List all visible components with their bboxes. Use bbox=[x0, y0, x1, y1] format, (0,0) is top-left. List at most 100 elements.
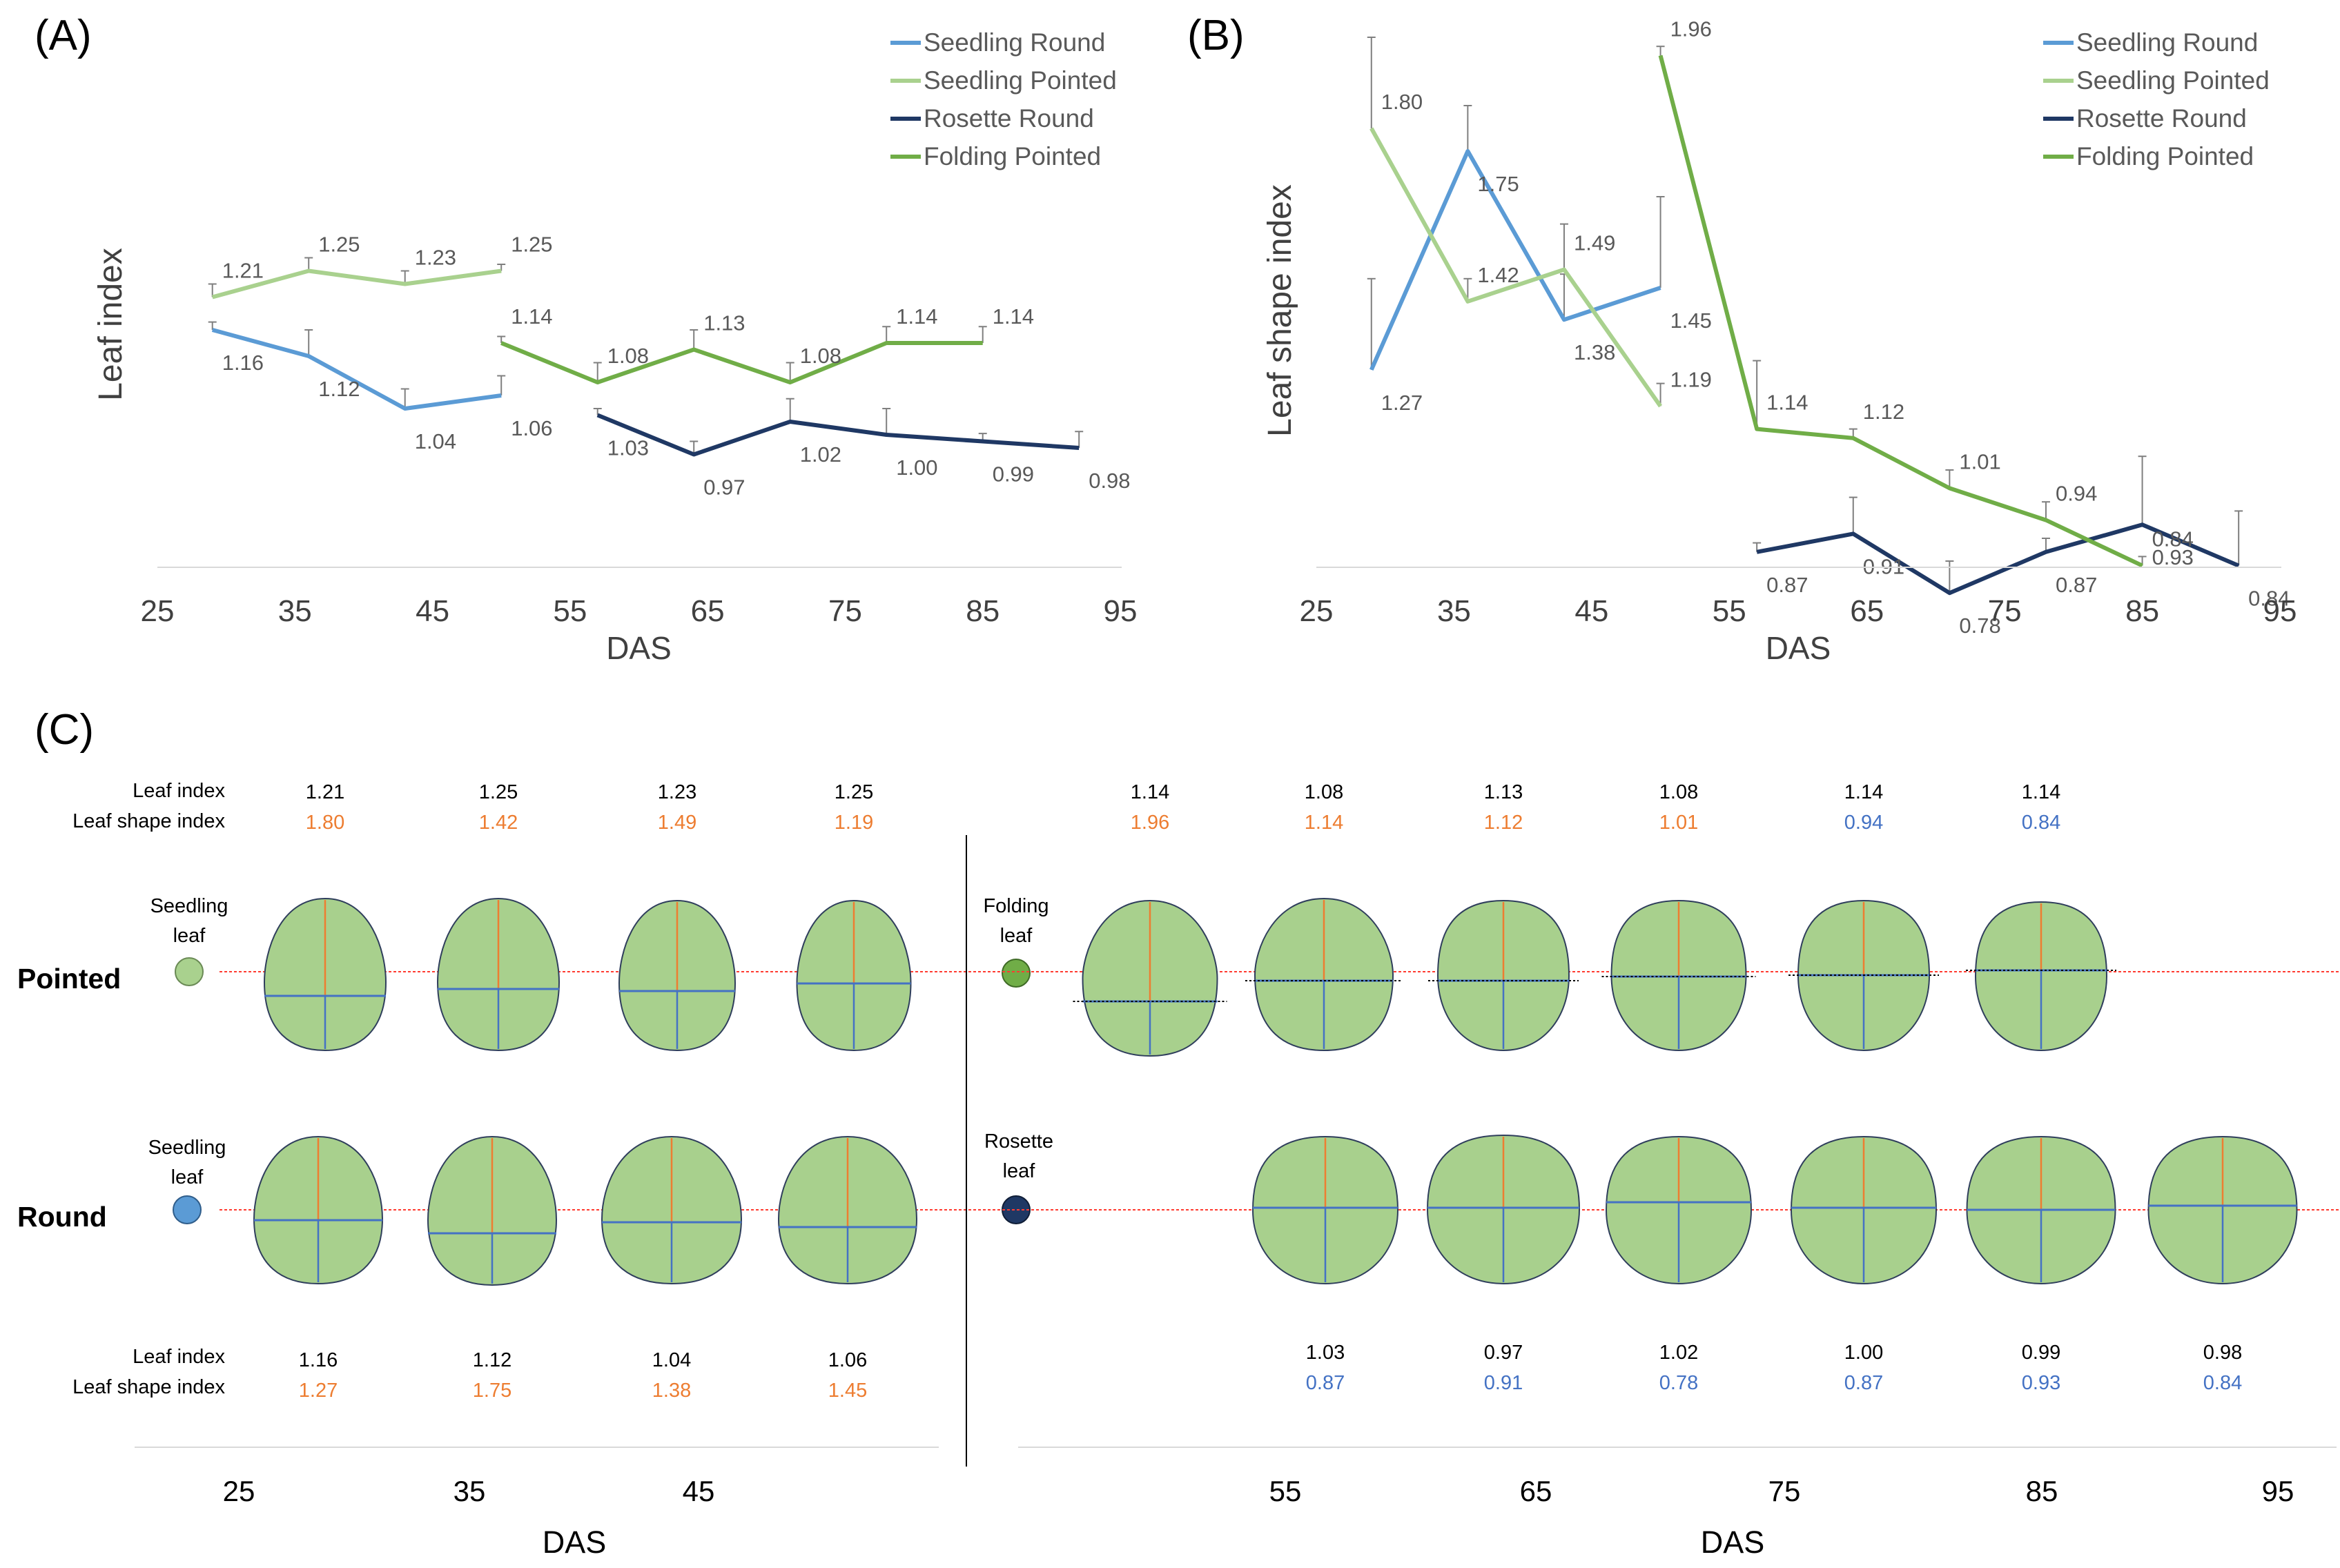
top-right-leaf-index: 1.14 bbox=[1844, 781, 1883, 803]
bottom-right-shape-index: 0.91 bbox=[1484, 1372, 1523, 1394]
legend-entry: Rosette Round bbox=[2076, 104, 2247, 133]
bottom-right-shape-index: 0.87 bbox=[1306, 1372, 1345, 1394]
series-line-seedling-pointed bbox=[211, 268, 502, 300]
data-label: 0.99 bbox=[993, 462, 1034, 487]
series-line-seedling-pointed bbox=[1369, 127, 1663, 408]
panel-c-tick-75: 75 bbox=[1768, 1475, 1801, 1507]
rosette-leaf-label-2: leaf bbox=[1003, 1160, 1036, 1182]
data-label: 1.14 bbox=[511, 304, 552, 329]
panel-c-tick-55: 55 bbox=[1269, 1475, 1302, 1507]
data-label: 1.16 bbox=[222, 351, 264, 375]
rosette-round-marker bbox=[1002, 1195, 1031, 1224]
data-label: 0.87 bbox=[2056, 573, 2097, 597]
bottom-left-leaf-index: 1.12 bbox=[473, 1349, 511, 1371]
data-label: 1.04 bbox=[415, 429, 456, 453]
bottom-right-shape-index: 0.93 bbox=[2022, 1372, 2060, 1394]
data-label: 1.13 bbox=[703, 311, 745, 335]
data-label: 0.78 bbox=[1959, 614, 2000, 638]
y-axis-title: Leaf index bbox=[92, 248, 129, 401]
data-label: 1.25 bbox=[511, 233, 552, 257]
panel-c: (C) Leaf index Leaf shape index Leaf ind… bbox=[17, 706, 2340, 1560]
top-left-leaf-index: 1.25 bbox=[479, 781, 518, 803]
top-left-shape-index: 1.80 bbox=[306, 812, 344, 834]
row-round-label: Round bbox=[17, 1201, 107, 1233]
seedling-pointed-marker bbox=[175, 957, 204, 986]
data-label: 1.03 bbox=[607, 436, 649, 460]
top-left-leaf-index: 1.23 bbox=[658, 781, 696, 803]
bottom-right-leaf-index: 0.97 bbox=[1484, 1342, 1523, 1364]
data-label: 1.00 bbox=[896, 455, 937, 480]
data-label: 0.94 bbox=[2056, 482, 2097, 506]
panel-c-xlabel-right: DAS bbox=[1701, 1525, 1765, 1560]
data-label: 1.21 bbox=[222, 259, 264, 283]
x-tick-label: 95 bbox=[1104, 594, 1138, 628]
data-label: 1.96 bbox=[1670, 17, 1712, 41]
panel-c-tick-35: 35 bbox=[454, 1475, 486, 1507]
top-right-shape-index: 1.12 bbox=[1484, 812, 1523, 834]
folding-leaf-label-1: Folding bbox=[983, 895, 1049, 917]
bottom-left-shape-index: 1.75 bbox=[473, 1380, 511, 1402]
series-line-folding-pointed bbox=[1658, 55, 2143, 568]
data-label: 0.98 bbox=[1089, 469, 1130, 493]
data-label: 1.14 bbox=[993, 304, 1034, 329]
x-tick-label: 35 bbox=[1437, 594, 1471, 628]
row-label-leaf-index-top: Leaf index bbox=[133, 780, 225, 802]
x-tick-label: 55 bbox=[553, 594, 587, 628]
legend-entry: Seedling Pointed bbox=[924, 66, 1117, 95]
data-label: 1.25 bbox=[318, 233, 360, 257]
panel-c-xlabel-left: DAS bbox=[543, 1525, 607, 1560]
data-label: 0.93 bbox=[2152, 545, 2194, 569]
x-tick-label: 65 bbox=[1850, 594, 1884, 628]
top-right-leaf-index: 1.13 bbox=[1484, 781, 1523, 803]
bottom-right-shape-index: 0.78 bbox=[1659, 1372, 1698, 1394]
data-label: 1.42 bbox=[1477, 263, 1519, 287]
legend-entry: Seedling Pointed bbox=[2076, 66, 2270, 95]
series-line-seedling-round bbox=[1369, 149, 1661, 371]
data-label: 1.19 bbox=[1670, 368, 1712, 392]
data-label: 1.01 bbox=[1959, 449, 2000, 473]
panel-b-label: (B) bbox=[1187, 12, 1245, 59]
top-right-shape-index: 1.14 bbox=[1305, 812, 1343, 834]
series-line-folding-pointed bbox=[500, 341, 983, 384]
bottom-right-leaf-index: 1.02 bbox=[1659, 1342, 1698, 1364]
data-label: 1.06 bbox=[511, 416, 552, 440]
top-right-leaf-index: 1.14 bbox=[1131, 781, 1169, 803]
top-right-shape-index: 0.94 bbox=[1844, 812, 1883, 834]
row-label-shape-index-top: Leaf shape index bbox=[72, 810, 225, 832]
data-label: 1.75 bbox=[1477, 172, 1519, 196]
panel-c-tick-25: 25 bbox=[223, 1475, 255, 1507]
data-label: 1.14 bbox=[1766, 391, 1808, 415]
bottom-left-leaf-index: 1.04 bbox=[652, 1349, 691, 1371]
panel-b: (B) 1.27 1.75 1.38 1.45 1.80 1.42 1.49 1.19 0.87… bbox=[1187, 12, 2297, 666]
x-tick-label: 95 bbox=[2263, 594, 2297, 628]
legend-entry: Rosette Round bbox=[924, 104, 1094, 133]
x-tick-label: 45 bbox=[416, 594, 449, 628]
x-axis-title: DAS bbox=[606, 630, 672, 666]
data-label: 1.02 bbox=[800, 442, 841, 467]
data-label: 1.27 bbox=[1381, 391, 1423, 415]
bottom-right-leaf-index: 0.99 bbox=[2022, 1342, 2060, 1364]
data-label: 0.84 bbox=[2152, 527, 2194, 551]
seedling-leaf-bottom-label-2: leaf bbox=[171, 1166, 204, 1188]
x-tick-label: 85 bbox=[966, 594, 1000, 628]
rosette-leaf-label-1: Rosette bbox=[984, 1130, 1053, 1153]
bottom-right-leaf-index: 1.03 bbox=[1306, 1342, 1345, 1364]
data-label: 1.08 bbox=[800, 344, 841, 368]
data-label: 1.38 bbox=[1574, 340, 1615, 364]
top-right-shape-index: 1.96 bbox=[1131, 812, 1169, 834]
data-label: 1.80 bbox=[1381, 90, 1423, 114]
seedling-leaf-top-label-1: Seedling bbox=[150, 895, 228, 917]
top-right-shape-index: 1.01 bbox=[1659, 812, 1698, 834]
bottom-left-leaf-index: 1.06 bbox=[828, 1349, 867, 1371]
data-label: 1.23 bbox=[415, 246, 456, 270]
panel-c-tick-95: 95 bbox=[2262, 1475, 2294, 1507]
bottom-left-leaf-index: 1.16 bbox=[299, 1349, 338, 1371]
panel-a-label: (A) bbox=[35, 12, 92, 59]
data-label: 1.12 bbox=[318, 377, 360, 401]
x-tick-label: 75 bbox=[1988, 594, 2022, 628]
top-left-shape-index: 1.19 bbox=[835, 812, 873, 834]
folding-pointed-marker bbox=[1002, 959, 1031, 988]
x-tick-label: 85 bbox=[2125, 594, 2159, 628]
top-left-leaf-index: 1.25 bbox=[835, 781, 873, 803]
x-tick-label: 35 bbox=[278, 594, 312, 628]
